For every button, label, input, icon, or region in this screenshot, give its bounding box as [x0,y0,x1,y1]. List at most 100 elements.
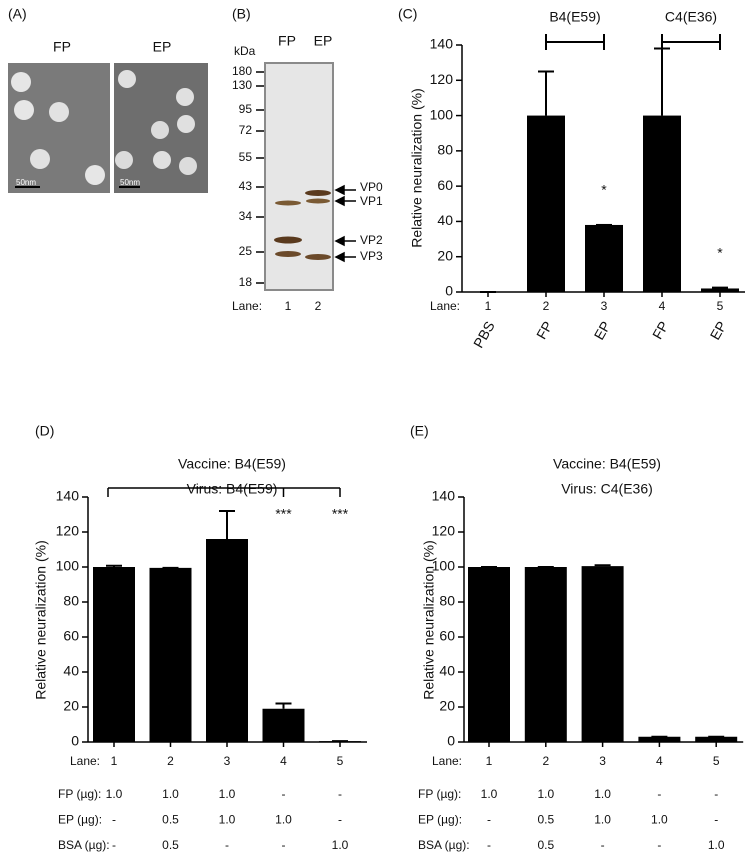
table-row-label: EP (µg): [418,813,462,827]
table-cell: - [338,787,342,801]
table-cell: 1.0 [481,787,498,801]
error-bar [654,47,670,116]
error-bar [594,564,611,567]
bar [638,736,681,742]
table-cell: 1.0 [106,787,123,801]
scale-bar-label: 50nm [120,178,140,187]
y-tick-label: 60 [63,628,79,644]
y-tick-label: 140 [56,488,80,504]
table-cell: - [601,838,605,852]
chart-title: Vaccine: B4(E59) [178,456,286,472]
lane-label: Lane: [232,299,262,313]
x-tick-label: 4 [659,299,666,313]
y-tick-label: 60 [437,177,453,193]
bracket [107,487,341,497]
table-cell: 1.0 [537,787,554,801]
sample-label: EP [591,318,614,342]
y-tick-label: 20 [439,698,455,714]
y-tick-label: 40 [439,663,455,679]
table-row-label: EP (µg): [58,813,102,827]
arrows [334,184,356,263]
column-label: FP [53,39,71,55]
protein-label: VP0 [360,180,383,194]
y-axis-label: Relative neuralization (%) [421,540,437,700]
table-cell: - [112,813,116,827]
y-axis-label: Relative neuralization (%) [409,88,425,248]
table-cell: - [225,838,229,852]
bracket [661,34,721,50]
x-tick-label: 2 [167,754,174,768]
x-tick-label: 5 [713,754,720,768]
bar [701,288,739,292]
gel [264,62,334,291]
panel-label: (D) [35,423,54,439]
protein-label: VP2 [360,233,383,247]
protein-label: VP3 [360,249,383,263]
y-tick-label: 60 [439,628,455,644]
table-cell: 1.0 [708,838,725,852]
y-tick-label: 120 [432,523,456,539]
marker-label: 18 [239,275,253,289]
table-cell: 1.0 [594,813,611,827]
table-cell: 1.0 [219,813,236,827]
y-tick-label: 0 [71,733,79,749]
x-tick-label: 4 [656,754,663,768]
y-tick-label: 0 [447,733,455,749]
marker-label: 72 [239,123,253,137]
table-cell: - [487,813,491,827]
bracket-label: B4(E59) [549,9,600,25]
table-cell: 1.0 [219,787,236,801]
table-cell: 1.0 [162,787,179,801]
bracket [545,34,605,50]
y-tick-label: 100 [56,558,80,574]
bracket-label: C4(E36) [665,9,717,25]
marker-label: 34 [239,209,253,223]
y-tick-label: 120 [430,71,454,87]
sample-label: PBS [470,318,498,350]
unit-label: kDa [234,44,256,58]
error-bar [106,564,122,567]
marker-label: 25 [239,244,253,258]
y-tick-label: 140 [432,488,456,504]
bar [524,567,567,742]
y-tick-label: 80 [439,593,455,609]
sample-label: FP [649,318,672,341]
bar [149,567,192,742]
sample-label: FP [533,318,556,341]
bar [93,567,135,742]
table-cell: - [487,838,491,852]
table-cell: 0.5 [162,838,179,852]
y-tick-label: 100 [430,106,454,122]
column-label: EP [153,39,172,55]
table-cell: - [714,813,718,827]
table-row-label: FP (µg): [418,787,461,801]
significance: *** [332,506,349,522]
bar [262,708,305,742]
table-cell: 1.0 [275,813,292,827]
x-tick-label: 1 [485,299,492,313]
bar [527,115,565,292]
bar [206,539,248,742]
table-cell: - [112,838,116,852]
bar [468,567,510,742]
scale-bar-label: 50nm [16,178,36,187]
x-tick-label: 1 [111,754,118,768]
sample-label: EP [707,318,730,342]
bar [695,736,738,742]
y-tick-label: 40 [437,212,453,228]
significance: * [717,244,723,260]
marker-label: 180 [232,64,252,78]
y-tick-label: 120 [56,523,80,539]
error-bar [219,510,235,539]
table-cell: 0.5 [537,838,554,852]
x-axis-label: Lane: [70,754,100,768]
significance: *** [275,506,292,522]
error-bar [712,286,728,289]
table-cell: 1.0 [332,838,349,852]
y-tick-label: 140 [430,36,454,52]
x-axis-label: Lane: [430,299,460,313]
panel-label: (C) [398,6,417,22]
bar [585,224,623,292]
table-cell: - [282,838,286,852]
